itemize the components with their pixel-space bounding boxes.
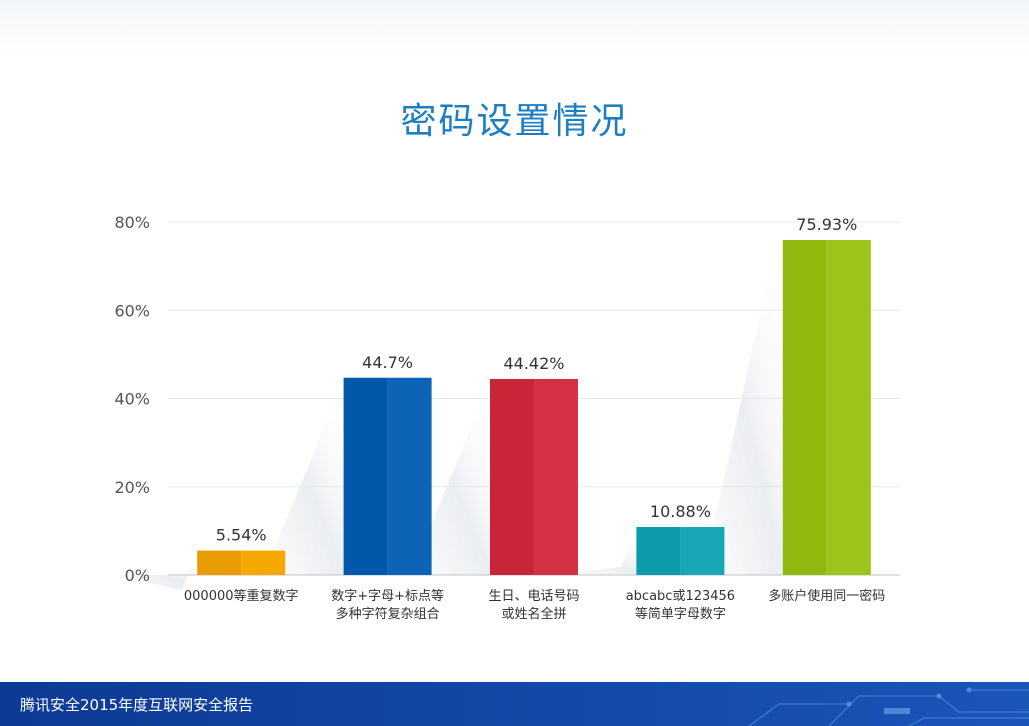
bar-left-face xyxy=(490,378,534,575)
x-tick-label: 等简单字母数字 xyxy=(635,606,726,622)
y-tick-label: 80% xyxy=(114,213,150,232)
y-tick-label: 20% xyxy=(114,478,150,497)
y-axis: 0% 20% 40% 60% 80% xyxy=(114,213,150,585)
x-tick-label: 或姓名全拼 xyxy=(501,606,566,622)
x-tick-label: 000000等重复数字 xyxy=(184,588,299,604)
bar-shadow xyxy=(556,526,637,575)
footer-bar: 腾讯安全2015年度互联网安全报告 xyxy=(0,682,1029,726)
x-tick-label: 数字+字母+标点等 xyxy=(331,588,444,604)
bar-shadow xyxy=(410,378,490,575)
x-tick-label: 多种字符复杂组合 xyxy=(336,606,440,622)
chart-title: 密码设置情况 xyxy=(400,101,629,142)
bars xyxy=(197,239,871,576)
x-tick-label: 多账户使用同一密码 xyxy=(768,588,885,604)
y-tick-label: 40% xyxy=(114,390,150,409)
footer-text: 腾讯安全2015年度互联网安全报告 xyxy=(20,696,254,714)
x-tick-label: 生日、电话号码 xyxy=(488,589,579,604)
circuit-decoration xyxy=(748,687,1029,726)
bar xyxy=(387,377,432,575)
bar-shadows xyxy=(117,239,783,591)
bar-shadow xyxy=(263,377,344,575)
bar xyxy=(826,239,871,576)
y-tick-label: 60% xyxy=(114,301,150,320)
bar xyxy=(241,550,286,575)
bar-shadow xyxy=(702,239,783,576)
value-label: 44.7% xyxy=(362,353,413,372)
value-label: 5.54% xyxy=(216,526,267,545)
bar xyxy=(534,378,578,575)
value-labels: 5.54% 44.7% 44.42% 10.88% 75.93% xyxy=(216,215,858,545)
bar-left-face xyxy=(343,377,388,575)
top-background xyxy=(0,0,1029,60)
bar-shadow xyxy=(117,550,198,591)
value-label: 75.93% xyxy=(796,215,857,234)
bar-left-face xyxy=(636,526,681,575)
bar-left-face xyxy=(197,550,242,575)
bar-chart: 0% 20% 40% 60% 80% 5.54% 44.7% 44.42% 10.88% 75.… xyxy=(114,213,900,622)
value-label: 10.88% xyxy=(650,502,711,521)
bar-left-face xyxy=(782,239,827,576)
value-label: 44.42% xyxy=(503,354,564,373)
x-tick-label: abcabc或123456 xyxy=(626,589,735,604)
bar xyxy=(680,526,725,575)
y-tick-label: 0% xyxy=(125,566,150,585)
